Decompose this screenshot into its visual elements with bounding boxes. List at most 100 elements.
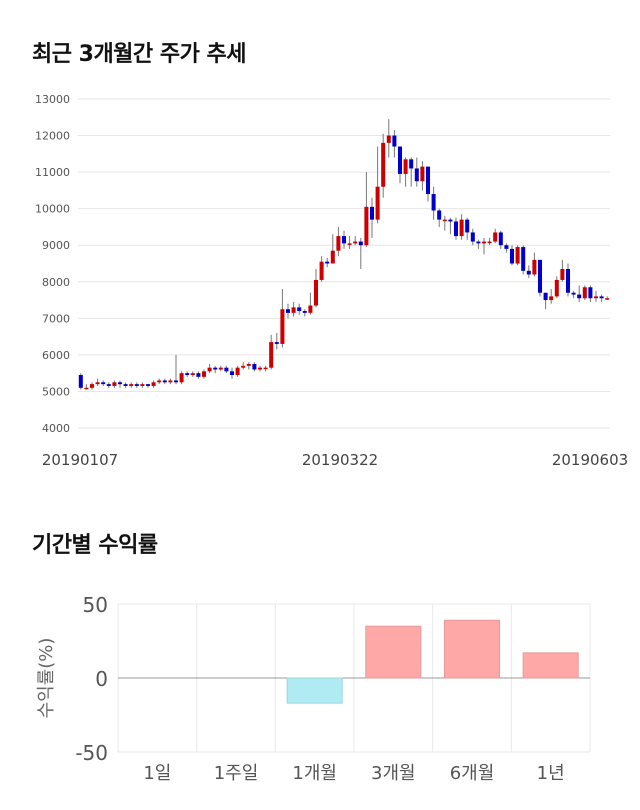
candle-body xyxy=(140,384,145,386)
y-tick-label: -50 xyxy=(75,741,108,765)
price-chart-title: 최근 3개월간 주가 추세 xyxy=(32,42,246,67)
x-category-label: 3개월 xyxy=(371,763,416,784)
candle-body xyxy=(392,135,397,147)
candle-body xyxy=(431,194,436,211)
candle-body xyxy=(117,382,123,385)
candle-body xyxy=(532,259,537,275)
y-tick-label: 0 xyxy=(95,667,108,691)
candle-body xyxy=(599,296,604,299)
candle-body xyxy=(285,309,291,313)
candle-body xyxy=(246,364,251,366)
candle-body xyxy=(325,261,330,264)
candle-body xyxy=(515,247,520,264)
candle-body xyxy=(386,135,391,143)
x-category-label: 6개월 xyxy=(450,763,495,784)
candle-body xyxy=(274,342,279,344)
candle-body xyxy=(504,245,509,249)
candle-body xyxy=(521,247,526,271)
candle-body xyxy=(201,371,207,377)
candle-body xyxy=(134,384,139,386)
candle-body xyxy=(358,241,363,246)
candle-body xyxy=(588,287,593,299)
candle-body xyxy=(291,307,296,313)
candle-body xyxy=(229,371,235,375)
candle-body xyxy=(448,219,453,222)
candle-body xyxy=(364,206,369,246)
candle-body xyxy=(341,236,347,244)
candle-body xyxy=(571,292,576,295)
y-tick-label: 5000 xyxy=(42,385,70,398)
candle-body xyxy=(437,210,442,220)
y-tick-label: 13000 xyxy=(35,93,70,106)
candle-body xyxy=(543,292,548,301)
return-bar xyxy=(522,652,579,679)
candle-body xyxy=(526,270,531,275)
candle-body xyxy=(89,384,95,388)
candle-body xyxy=(470,232,475,242)
candle-body xyxy=(554,279,559,297)
candle-body xyxy=(498,232,503,246)
candle-body xyxy=(330,250,335,264)
candle-body xyxy=(145,384,151,386)
candle-body xyxy=(207,367,212,372)
candle-body xyxy=(112,382,117,386)
x-tick-label: 20190603 xyxy=(552,451,628,469)
x-category-label: 1주일 xyxy=(214,763,259,784)
candle-body xyxy=(565,268,571,293)
candle-body xyxy=(509,248,515,264)
y-tick-label: 9000 xyxy=(42,239,70,252)
candle-body xyxy=(84,387,89,390)
y-tick-label: 11000 xyxy=(35,166,70,179)
candle-body xyxy=(257,367,263,370)
candle-body xyxy=(213,367,218,370)
candle-body xyxy=(168,380,173,383)
candle-body xyxy=(605,298,610,300)
candle-body xyxy=(218,367,223,370)
candle-body xyxy=(487,241,492,244)
y-tick-label: 7000 xyxy=(42,312,70,325)
x-category-label: 1년 xyxy=(537,763,565,784)
candle-body xyxy=(347,243,352,245)
candle-body xyxy=(185,373,190,375)
candle-body xyxy=(476,241,481,244)
candle-body xyxy=(493,232,498,242)
candle-body xyxy=(95,382,100,385)
x-tick-label: 20190107 xyxy=(42,451,118,469)
candle-body xyxy=(537,259,543,293)
candle-body xyxy=(425,166,431,195)
candle-body xyxy=(196,373,201,377)
candle-body xyxy=(577,294,582,299)
return-bar xyxy=(443,619,501,679)
candle-body xyxy=(157,380,162,383)
candle-body xyxy=(453,221,459,237)
y-tick-label: 8000 xyxy=(42,276,70,289)
y-tick-label: 50 xyxy=(83,593,108,617)
x-category-label: 1일 xyxy=(143,763,171,784)
candle-body xyxy=(549,296,554,301)
candle-body xyxy=(414,168,419,182)
candle-body xyxy=(593,296,599,299)
candle-body xyxy=(353,241,358,244)
y-tick-label: 6000 xyxy=(42,349,70,362)
candle-body xyxy=(459,219,464,237)
candle-body xyxy=(151,382,156,386)
candle-body xyxy=(173,380,179,383)
candle-body xyxy=(302,311,307,313)
candle-body xyxy=(179,373,184,383)
candle-body xyxy=(375,186,380,220)
candle-body xyxy=(162,380,167,383)
candle-body xyxy=(280,309,285,344)
candle-body xyxy=(319,261,324,280)
y-axis-label: 수익률(%) xyxy=(36,638,57,719)
candle-body xyxy=(241,365,246,368)
candle-body xyxy=(78,374,83,388)
candle-body xyxy=(308,305,313,313)
candle-body xyxy=(101,382,106,385)
candle-body xyxy=(403,159,408,174)
candle-body xyxy=(263,367,268,370)
x-category-label: 1개월 xyxy=(292,763,337,784)
candle-body xyxy=(336,236,341,251)
return-bar xyxy=(286,677,343,704)
y-tick-label: 10000 xyxy=(35,203,70,216)
